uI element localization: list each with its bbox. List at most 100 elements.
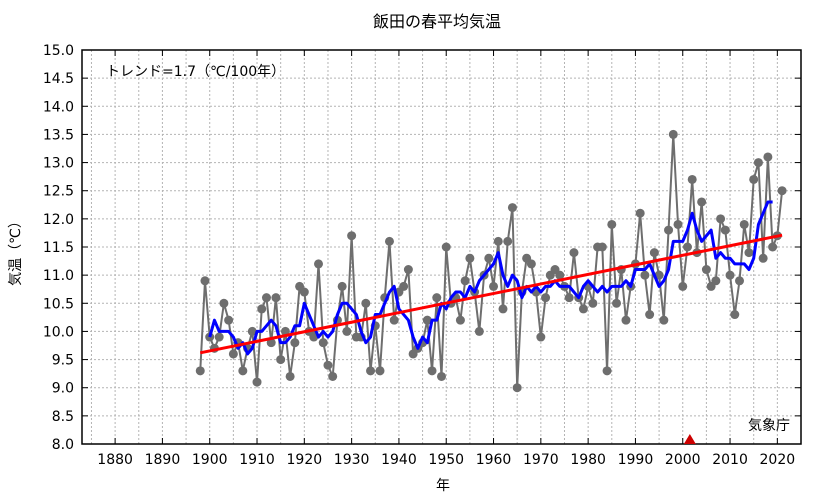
x-tick-label: 1920: [287, 452, 323, 468]
y-axis-ticks: 8.0 8.5 9.0 9.5 10.0 10.5 11.0 11.5 12.0 12.5 13.0…: [43, 43, 801, 453]
annual-point: [200, 276, 210, 286]
y-tick-label: 15.0: [43, 43, 74, 59]
annual-point: [541, 293, 551, 303]
annual-point: [758, 253, 768, 263]
annual-point: [668, 129, 678, 139]
x-tick-label: 1900: [192, 452, 228, 468]
annual-point: [503, 236, 513, 246]
annual-point: [422, 315, 432, 325]
marker-layer: [683, 434, 696, 444]
x-tick-label: 1910: [239, 452, 275, 468]
annual-point: [555, 270, 565, 280]
annual-point: [432, 293, 442, 303]
y-tick-label: 11.5: [43, 240, 74, 256]
annual-point: [228, 349, 238, 359]
y-tick-label: 13.5: [43, 127, 74, 143]
annual-point: [536, 332, 546, 342]
y-tick-label: 12.0: [43, 212, 74, 228]
annual-point: [219, 298, 229, 308]
annual-point: [314, 259, 324, 269]
annual-point: [347, 231, 357, 241]
x-tick-label: 1890: [145, 452, 181, 468]
annual-point: [716, 214, 726, 224]
annual-point: [664, 225, 674, 235]
annual-point: [389, 315, 399, 325]
annual-point: [474, 326, 484, 336]
trend-line-series: [199, 233, 783, 355]
annual-point: [512, 383, 522, 393]
x-tick-label: 1940: [381, 452, 417, 468]
annual-point: [621, 315, 631, 325]
annual-point: [437, 371, 446, 381]
y-tick-label: 14.0: [43, 99, 74, 115]
x-tick-label: 2020: [760, 452, 796, 468]
annual-point: [659, 315, 669, 325]
annual-point: [649, 248, 659, 258]
plot-frame: [81, 49, 802, 445]
annual-point: [612, 298, 622, 308]
annual-point: [276, 355, 286, 365]
annual-point: [588, 298, 598, 308]
x-axis-ticks: 1880 1890 1900 1910 1920 1930 1940 1950 1960 1970…: [97, 50, 795, 468]
x-tick-label: 1880: [97, 452, 133, 468]
annual-point: [687, 174, 697, 184]
annual-point: [711, 276, 721, 286]
x-tick-label: 1950: [428, 452, 464, 468]
annual-point: [607, 219, 617, 229]
annual-point: [224, 315, 234, 325]
annual-point: [342, 326, 352, 336]
annual-point: [602, 366, 612, 376]
y-tick-label: 14.5: [43, 71, 74, 87]
annual-point: [455, 315, 465, 325]
annual-point: [493, 236, 503, 246]
annual-point: [361, 298, 371, 308]
annual-point: [399, 281, 409, 291]
moving-average-series: [208, 200, 773, 356]
y-axis-label: 気温（℃）: [8, 214, 24, 286]
annual-point: [247, 326, 257, 336]
annual-point: [299, 287, 309, 297]
x-tick-label: 1970: [523, 452, 559, 468]
annual-point: [323, 360, 333, 370]
annual-point: [763, 152, 773, 162]
annual-point: [735, 276, 745, 286]
y-tick-label: 9.5: [52, 353, 74, 369]
annual-point: [730, 310, 740, 320]
annual-point: [366, 366, 376, 376]
annual-temperature-series: [195, 129, 787, 393]
annual-point: [682, 242, 692, 252]
annual-point: [214, 332, 224, 342]
annual-point: [427, 366, 437, 376]
annual-point: [403, 265, 413, 275]
annual-point: [597, 242, 607, 252]
annual-point: [697, 197, 707, 207]
x-tick-label: 1990: [618, 452, 654, 468]
annual-point: [569, 248, 579, 258]
annual-point: [673, 219, 683, 229]
x-tick-label: 2000: [665, 452, 701, 468]
annual-point: [290, 338, 300, 348]
annual-point: [441, 242, 451, 252]
trend-annotation: トレンド=1.7（℃/100年）: [106, 64, 285, 80]
y-tick-label: 8.5: [52, 409, 74, 425]
y-tick-label: 11.0: [43, 268, 74, 284]
annual-point: [252, 377, 262, 387]
annual-point: [678, 281, 688, 291]
source-label: 気象庁: [748, 418, 790, 434]
annual-point: [195, 366, 205, 376]
y-tick-label: 12.5: [43, 184, 74, 200]
annual-point: [238, 366, 248, 376]
annual-point: [285, 371, 295, 381]
chart-title: 飯田の春平均気温: [373, 12, 501, 31]
y-tick-label: 9.0: [52, 381, 74, 397]
y-tick-label: 8.0: [52, 437, 74, 453]
x-tick-label: 2010: [712, 452, 748, 468]
annual-point: [720, 225, 730, 235]
annual-point: [701, 265, 711, 275]
annual-point: [645, 310, 655, 320]
annual-point: [635, 208, 645, 218]
y-tick-label: 10.0: [43, 324, 74, 340]
annual-point: [578, 304, 588, 314]
x-tick-label: 1960: [476, 452, 512, 468]
